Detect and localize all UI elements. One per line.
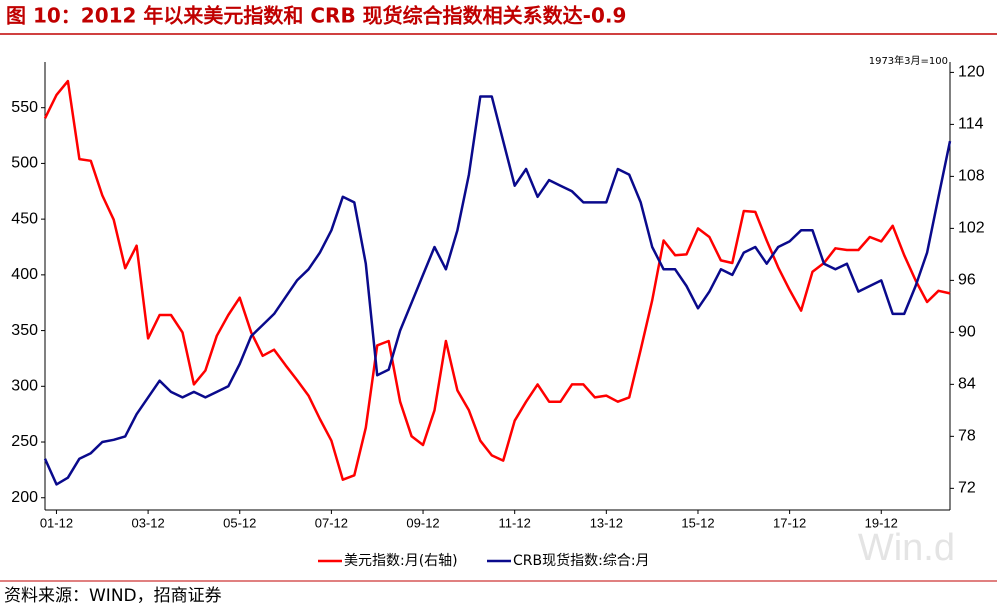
chart-title: 图 10：2012 年以来美元指数和 CRB 现货综合指数相关系数达-0.9 bbox=[6, 4, 626, 28]
series-line bbox=[43, 79, 951, 481]
watermark: Win.d bbox=[858, 527, 955, 569]
y2-tick-label: 72 bbox=[958, 480, 976, 497]
legend-label: 美元指数:月(右轴) bbox=[344, 553, 458, 569]
y-tick-label: 450 bbox=[11, 210, 38, 227]
y-tick-label: 400 bbox=[11, 266, 38, 283]
y-tick-label: 250 bbox=[11, 433, 38, 450]
y2-tick-label: 102 bbox=[958, 220, 985, 237]
y2-tick-label: 96 bbox=[958, 272, 976, 289]
series-line bbox=[43, 95, 952, 486]
y2-tick-label: 78 bbox=[958, 428, 976, 445]
y2-tick-label: 114 bbox=[958, 116, 984, 133]
x-tick-label: 05-12 bbox=[223, 515, 256, 530]
y-tick-label: 550 bbox=[11, 99, 38, 116]
y-tick-label: 500 bbox=[11, 155, 38, 172]
x-tick-label: 17-12 bbox=[773, 515, 806, 530]
unit-note: 1973年3月=100 bbox=[869, 54, 948, 67]
x-tick-label: 13-12 bbox=[590, 515, 623, 530]
x-tick-label: 03-12 bbox=[131, 515, 164, 530]
y2-tick-label: 90 bbox=[958, 324, 976, 341]
x-tick-label: 19-12 bbox=[865, 515, 898, 530]
legend-label: CRB现货指数:综合:月 bbox=[513, 552, 650, 569]
y2-tick-label: 108 bbox=[958, 168, 985, 185]
x-tick-label: 15-12 bbox=[681, 515, 714, 530]
x-tick-label: 09-12 bbox=[406, 515, 439, 530]
y-tick-label: 200 bbox=[11, 489, 38, 506]
y-tick-label: 350 bbox=[11, 322, 38, 339]
y2-tick-label: 84 bbox=[958, 376, 976, 393]
y2-tick-label: 120 bbox=[958, 64, 985, 81]
x-tick-label: 01-12 bbox=[40, 515, 73, 530]
x-tick-label: 11-12 bbox=[499, 515, 531, 530]
source: 资料来源：WIND，招商证券 bbox=[4, 586, 222, 606]
y-tick-label: 300 bbox=[11, 378, 38, 395]
x-tick-label: 07-12 bbox=[315, 515, 348, 530]
